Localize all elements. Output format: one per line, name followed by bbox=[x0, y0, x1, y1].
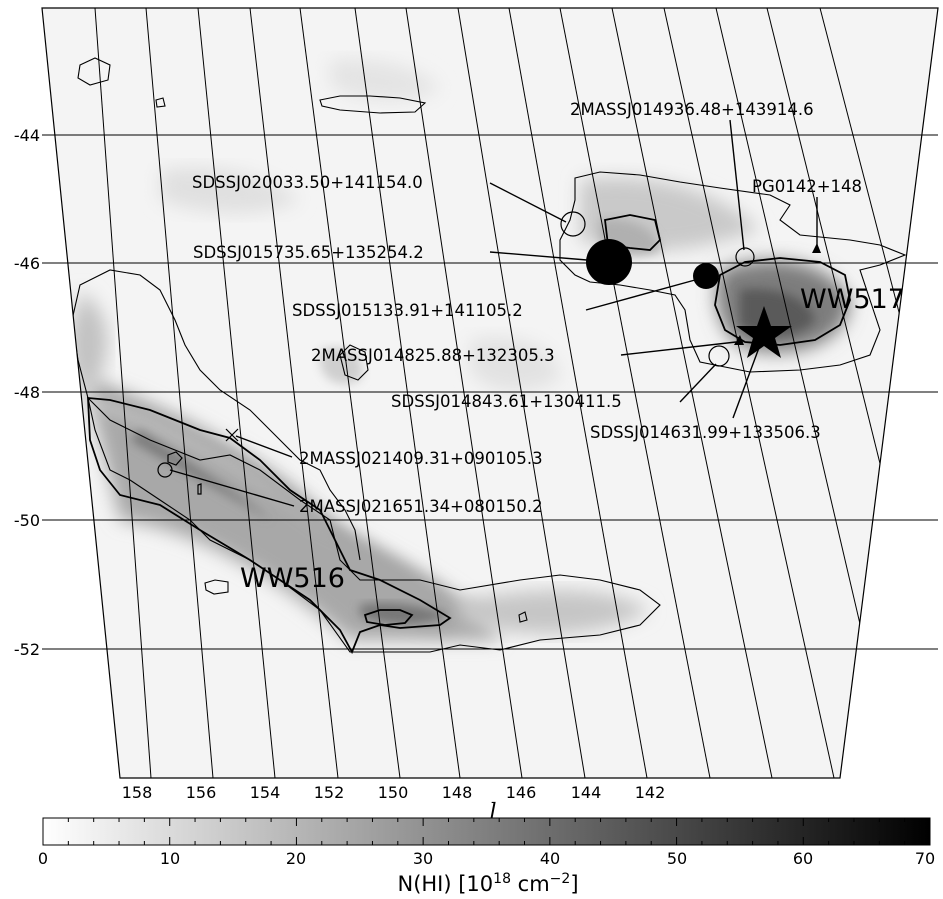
source-label-s10: 2MASSJ021651.34+080150.2 bbox=[299, 497, 543, 516]
source-label-s1: SDSSJ020033.50+141154.0 bbox=[192, 173, 423, 192]
leader-lines bbox=[169, 119, 818, 507]
colorbar-tick-label: 40 bbox=[540, 849, 560, 868]
region-label-ww516: WW516 bbox=[240, 563, 345, 594]
colorbar-title: N(HI) [1018 cm−2] bbox=[397, 871, 578, 896]
lon-tick-label: 142 bbox=[635, 783, 666, 802]
lat-tick-label: -52 bbox=[14, 640, 40, 659]
source-label-s6: SDSSJ014631.99+133506.3 bbox=[590, 423, 821, 442]
colorbar-tick-label: 30 bbox=[413, 849, 433, 868]
source-labels: SDSSJ020033.50+141154.0 SDSSJ015735.65+1… bbox=[192, 100, 862, 516]
source-label-s4: 2MASSJ014825.88+132305.3 bbox=[311, 346, 555, 365]
colorbar-gradient bbox=[42, 817, 931, 846]
lon-tick-label: 150 bbox=[378, 783, 409, 802]
colorbar: 0 10 20 30 40 50 60 70 N(HI) [1018 cm−2] bbox=[38, 817, 935, 896]
latitude-axis: -44 -46 -48 -50 -52 bbox=[14, 126, 40, 659]
colorbar-ticks bbox=[42, 818, 931, 845]
lon-tick-label: 158 bbox=[122, 783, 153, 802]
lat-tick-label: -44 bbox=[14, 126, 40, 145]
source-label-s9: 2MASSJ021409.31+090105.3 bbox=[299, 449, 543, 468]
source-label-s5: SDSSJ014843.61+130411.5 bbox=[391, 392, 622, 411]
map-frame bbox=[41, 7, 939, 779]
colorbar-tick-label: 50 bbox=[667, 849, 687, 868]
colorbar-tick-label: 60 bbox=[793, 849, 813, 868]
longitude-axis: 158 156 154 152 150 148 146 144 142 l bbox=[122, 783, 666, 825]
marker-filled-circle-s3 bbox=[693, 263, 719, 289]
region-label-ww517: WW517 bbox=[800, 284, 905, 315]
source-label-s8: PG0142+148 bbox=[752, 177, 862, 196]
marker-open-circle-s5 bbox=[708, 345, 730, 367]
marker-open-circle-s1 bbox=[560, 211, 586, 237]
lon-tick-label: 148 bbox=[442, 783, 473, 802]
outer-contours bbox=[71, 57, 907, 653]
marker-triangle-s8 bbox=[812, 243, 821, 253]
marker-open-circle-s7 bbox=[735, 247, 755, 267]
marker-triangle-s4 bbox=[734, 335, 744, 345]
source-label-s2: SDSSJ015735.65+135254.2 bbox=[193, 243, 424, 262]
marker-filled-circle-s2 bbox=[586, 239, 632, 285]
colorbar-tick-label: 20 bbox=[286, 849, 306, 868]
source-label-s7: 2MASSJ014936.48+143914.6 bbox=[570, 100, 814, 119]
lon-tick-label: 146 bbox=[506, 783, 537, 802]
lat-tick-label: -46 bbox=[14, 254, 40, 273]
colorbar-tick-label: 10 bbox=[160, 849, 180, 868]
lon-tick-label: 152 bbox=[314, 783, 345, 802]
lat-tick-label: -48 bbox=[14, 383, 40, 402]
lon-tick-label: 154 bbox=[250, 783, 281, 802]
latitude-grid bbox=[42, 134, 938, 650]
colorbar-tick-label: 70 bbox=[915, 849, 935, 868]
map-panel: WW516 WW517 bbox=[41, 7, 939, 779]
lon-tick-label: 144 bbox=[571, 783, 602, 802]
lat-tick-label: -50 bbox=[14, 511, 40, 530]
lon-tick-label: 156 bbox=[186, 783, 217, 802]
marker-star-s6 bbox=[736, 306, 792, 358]
source-markers bbox=[157, 211, 821, 478]
source-label-s3: SDSSJ015133.91+141105.2 bbox=[292, 301, 523, 320]
colorbar-tick-label: 0 bbox=[38, 849, 48, 868]
marker-cross-s9 bbox=[225, 428, 239, 442]
x-axis-label: l bbox=[489, 800, 496, 825]
